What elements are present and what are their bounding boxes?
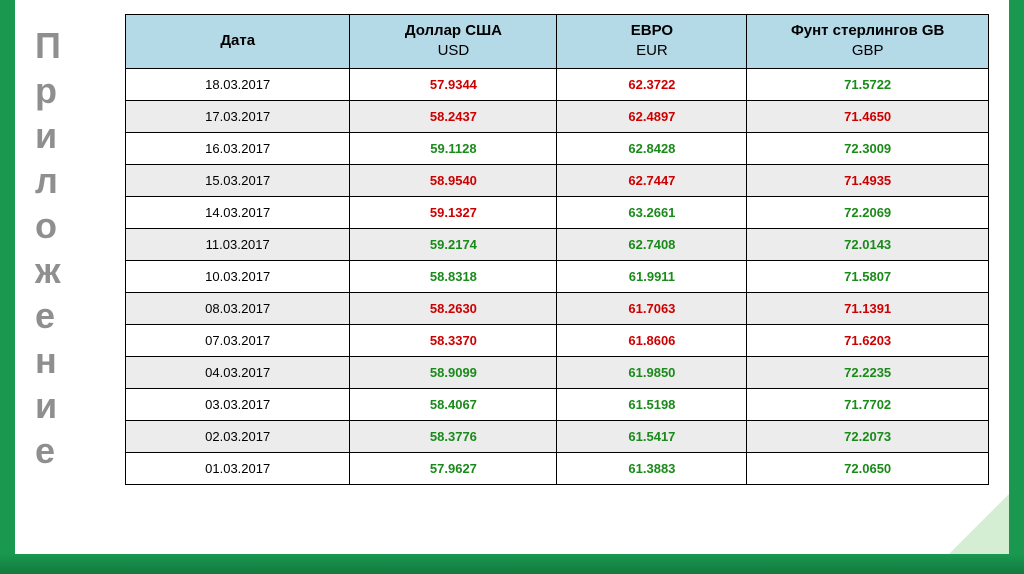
table-row: 17.03.201758.243762.489771.4650 <box>126 100 989 132</box>
cell-eur: 61.9911 <box>557 260 747 292</box>
vertical-title: Приложение <box>35 28 61 469</box>
cell-usd: 58.2630 <box>350 292 557 324</box>
slide-border-right <box>1009 0 1024 574</box>
slide-border-bottom <box>0 554 1024 574</box>
cell-usd: 58.3776 <box>350 420 557 452</box>
cell-eur: 62.3722 <box>557 68 747 100</box>
cell-date: 11.03.2017 <box>126 228 350 260</box>
slide-border-left <box>0 0 15 574</box>
cell-usd: 59.1327 <box>350 196 557 228</box>
cell-date: 03.03.2017 <box>126 388 350 420</box>
cell-gbp: 71.5722 <box>747 68 989 100</box>
column-header-sub: GBP <box>751 41 984 61</box>
column-header-gbp: Фунт стерлингов GB GBP <box>747 15 989 69</box>
cell-gbp: 72.3009 <box>747 132 989 164</box>
table-row: 15.03.201758.954062.744771.4935 <box>126 164 989 196</box>
table-body: 18.03.201757.934462.372271.572217.03.201… <box>126 68 989 484</box>
cell-date: 18.03.2017 <box>126 68 350 100</box>
column-header-title: Фунт стерлингов GB <box>791 22 944 39</box>
cell-eur: 63.2661 <box>557 196 747 228</box>
cell-gbp: 71.6203 <box>747 324 989 356</box>
cell-gbp: 72.2073 <box>747 420 989 452</box>
vertical-title-letter: е <box>35 433 61 469</box>
cell-date: 07.03.2017 <box>126 324 350 356</box>
cell-usd: 58.8318 <box>350 260 557 292</box>
cell-eur: 61.9850 <box>557 356 747 388</box>
cell-usd: 58.9540 <box>350 164 557 196</box>
cell-eur: 62.7408 <box>557 228 747 260</box>
cell-date: 14.03.2017 <box>126 196 350 228</box>
cell-gbp: 72.2069 <box>747 196 989 228</box>
cell-date: 17.03.2017 <box>126 100 350 132</box>
vertical-title-letter: л <box>35 163 61 199</box>
cell-date: 04.03.2017 <box>126 356 350 388</box>
cell-date: 10.03.2017 <box>126 260 350 292</box>
cell-gbp: 71.4650 <box>747 100 989 132</box>
cell-date: 01.03.2017 <box>126 452 350 484</box>
table-row: 16.03.201759.112862.842872.3009 <box>126 132 989 164</box>
cell-usd: 58.2437 <box>350 100 557 132</box>
column-header-usd: Доллар США USD <box>350 15 557 69</box>
column-header-date: Дата <box>126 15 350 69</box>
cell-eur: 61.3883 <box>557 452 747 484</box>
cell-gbp: 72.2235 <box>747 356 989 388</box>
vertical-title-letter: ж <box>35 253 61 289</box>
cell-gbp: 71.4935 <box>747 164 989 196</box>
cell-usd: 57.9627 <box>350 452 557 484</box>
cell-date: 08.03.2017 <box>126 292 350 324</box>
table-row: 07.03.201758.337061.860671.6203 <box>126 324 989 356</box>
cell-date: 16.03.2017 <box>126 132 350 164</box>
cell-eur: 62.7447 <box>557 164 747 196</box>
cell-gbp: 71.7702 <box>747 388 989 420</box>
column-header-sub: EUR <box>561 41 742 61</box>
vertical-title-letter: П <box>35 28 61 64</box>
cell-eur: 62.8428 <box>557 132 747 164</box>
vertical-title-letter: р <box>35 73 61 109</box>
table-row: 03.03.201758.406761.519871.7702 <box>126 388 989 420</box>
vertical-title-letter: и <box>35 388 61 424</box>
vertical-title-letter: н <box>35 343 61 379</box>
cell-usd: 58.9099 <box>350 356 557 388</box>
vertical-title-letter: о <box>35 208 61 244</box>
column-header-title: Доллар США <box>405 22 502 39</box>
table-row: 10.03.201758.831861.991171.5807 <box>126 260 989 292</box>
cell-date: 02.03.2017 <box>126 420 350 452</box>
cell-gbp: 72.0143 <box>747 228 989 260</box>
rates-table: ДатаДоллар СШАUSDЕВРОEURФунт стерлингов … <box>125 14 989 485</box>
cell-eur: 61.8606 <box>557 324 747 356</box>
table-row: 18.03.201757.934462.372271.5722 <box>126 68 989 100</box>
table-row: 14.03.201759.132763.266172.2069 <box>126 196 989 228</box>
cell-usd: 59.2174 <box>350 228 557 260</box>
table-row: 02.03.201758.377661.541772.2073 <box>126 420 989 452</box>
table-row: 08.03.201758.263061.706371.1391 <box>126 292 989 324</box>
cell-date: 15.03.2017 <box>126 164 350 196</box>
cell-gbp: 71.1391 <box>747 292 989 324</box>
table-row: 11.03.201759.217462.740872.0143 <box>126 228 989 260</box>
cell-eur: 61.7063 <box>557 292 747 324</box>
cell-gbp: 71.5807 <box>747 260 989 292</box>
vertical-title-letter: е <box>35 298 61 334</box>
corner-triangle-icon <box>949 494 1009 554</box>
table-row: 01.03.201757.962761.388372.0650 <box>126 452 989 484</box>
cell-usd: 57.9344 <box>350 68 557 100</box>
column-header-sub: USD <box>354 41 552 61</box>
cell-usd: 59.1128 <box>350 132 557 164</box>
cell-usd: 58.3370 <box>350 324 557 356</box>
column-header-eur: ЕВРО EUR <box>557 15 747 69</box>
cell-eur: 61.5417 <box>557 420 747 452</box>
column-header-title: ЕВРО <box>631 22 673 39</box>
cell-gbp: 72.0650 <box>747 452 989 484</box>
table-row: 04.03.201758.909961.985072.2235 <box>126 356 989 388</box>
cell-usd: 58.4067 <box>350 388 557 420</box>
cell-eur: 61.5198 <box>557 388 747 420</box>
rates-table-container: ДатаДоллар СШАUSDЕВРОEURФунт стерлингов … <box>125 14 989 485</box>
table-head: ДатаДоллар СШАUSDЕВРОEURФунт стерлингов … <box>126 15 989 69</box>
column-header-title: Дата <box>220 32 255 49</box>
vertical-title-letter: и <box>35 118 61 154</box>
cell-eur: 62.4897 <box>557 100 747 132</box>
